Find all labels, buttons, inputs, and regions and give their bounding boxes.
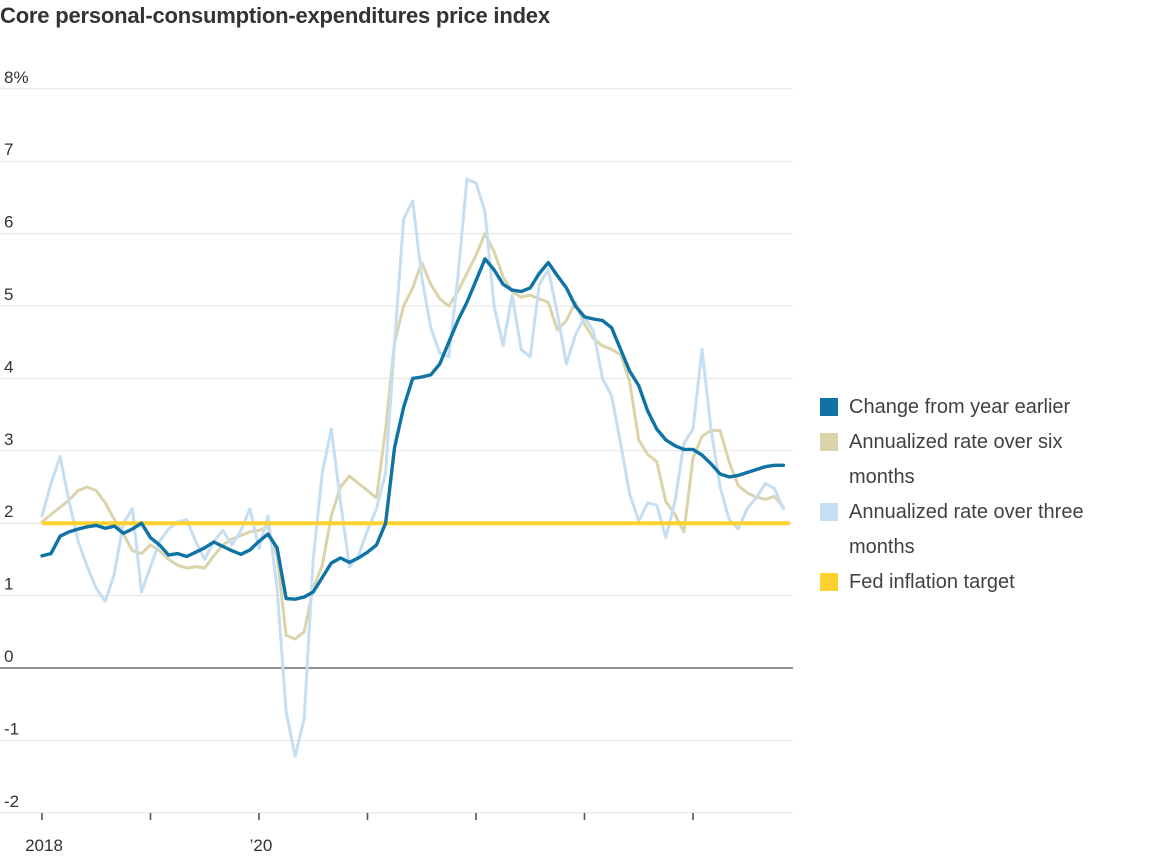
y-tick-label: 1	[4, 575, 13, 594]
chart-title: Core personal-consumption-expenditures p…	[0, 3, 550, 28]
y-tick-label: -2	[4, 792, 19, 811]
legend-swatch-yoy-icon	[820, 398, 838, 416]
y-tick-label: 8%	[4, 68, 29, 87]
y-tick-label: 4	[4, 357, 13, 376]
legend-label: Annualized rate over three months	[849, 501, 1084, 558]
series-line-yoy	[40, 257, 786, 601]
legend-swatch-three_month-icon	[820, 503, 838, 521]
y-tick-label: -1	[4, 719, 19, 738]
pce-line-chart-svg: 8% 7 6 5 4 3 2 1 0 -1 -2 2018 ’20	[0, 68, 793, 855]
y-tick-label: 0	[4, 647, 13, 666]
legend-swatch-six_month-icon	[820, 433, 838, 451]
y-tick-label: 3	[4, 430, 13, 449]
y-tick-label: 6	[4, 213, 13, 232]
y-tick-label: 7	[4, 140, 13, 159]
legend-label: Annualized rate over six months	[849, 431, 1063, 488]
legend-label: Fed inflation target	[849, 571, 1015, 593]
legend-item-three_month: Annualized rate over three months	[820, 495, 1150, 565]
series-line-six_month	[40, 232, 785, 641]
chart-legend: Change from year earlier Annualized rate …	[820, 390, 1150, 600]
legend-item-yoy: Change from year earlier	[820, 390, 1150, 425]
legend-swatch-fed_target-icon	[820, 573, 838, 591]
y-tick-label: 2	[4, 502, 13, 521]
x-tick-label: ’20	[250, 836, 273, 855]
legend-item-six_month: Annualized rate over six months	[820, 425, 1150, 495]
legend-item-fed_target: Fed inflation target	[820, 565, 1150, 600]
legend-label: Change from year earlier	[849, 396, 1071, 418]
series-line-three_month	[40, 177, 785, 758]
y-tick-label: 5	[4, 285, 13, 304]
x-tick-label: 2018	[25, 836, 63, 855]
